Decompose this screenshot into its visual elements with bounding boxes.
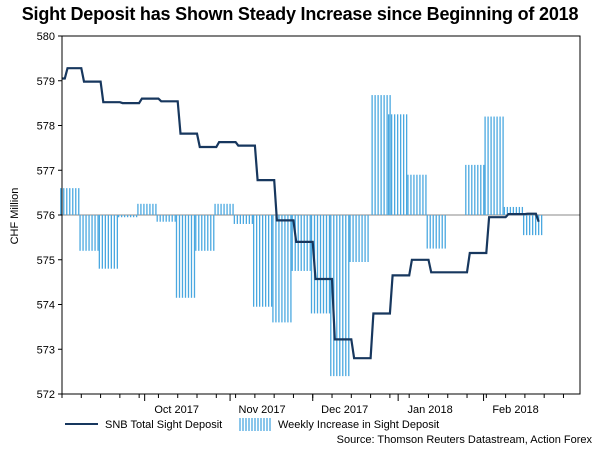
y-tick-label: 578 [37,121,55,133]
axes: 572 573 574 575 576 577 578 579 580 Oct 2017 Nov 2… [37,31,581,416]
bar [387,114,408,215]
y-tick-label: 576 [37,210,55,222]
bar [117,215,138,218]
y-tick-label: 572 [37,389,55,401]
bar [79,215,99,251]
legend-bar-label: Weekly Increase in Sight Deposit [278,419,439,431]
legend: SNB Total Sight Deposit Weekly Increase … [65,418,439,431]
bar [349,215,369,262]
x-tick-label: Oct 2017 [154,404,199,416]
bar [426,215,446,249]
x-tick-label: Dec 2017 [321,404,368,416]
y-tick-label: 579 [37,76,55,88]
x-tick-label: Jan 2018 [408,404,453,416]
sight-deposit-line [62,67,540,360]
bar [156,215,176,222]
y-tick-label: 574 [37,300,55,312]
x-tick-label: Nov 2017 [239,404,286,416]
bar [214,203,234,215]
y-tick-label: 577 [37,165,55,177]
bar [272,215,292,323]
x-tick-label: Feb 2018 [492,404,538,416]
y-tick-label: 580 [37,31,55,43]
y-tick-label: 575 [37,255,55,267]
bar [60,188,80,215]
bar [523,215,543,236]
legend-line-label: SNB Total Sight Deposit [105,419,222,431]
bar [371,95,391,215]
y-tick-label: 573 [37,344,55,356]
bar [233,215,254,224]
source-note: Source: Thomson Reuters Datastream, Acti… [337,434,593,446]
bar [252,215,273,307]
bar [484,116,504,215]
y-axis-label: CHF Million [9,188,21,245]
bar [310,215,331,314]
bar [98,215,118,269]
bar [175,215,196,298]
bar [407,174,427,215]
bar [137,203,157,215]
bar [195,215,215,251]
chart-title: Sight Deposit has Shown Steady Increase … [21,4,579,24]
bar [465,164,485,215]
bar-series [60,95,543,377]
legend-bar-swatch [239,418,271,431]
line-series [62,67,540,360]
